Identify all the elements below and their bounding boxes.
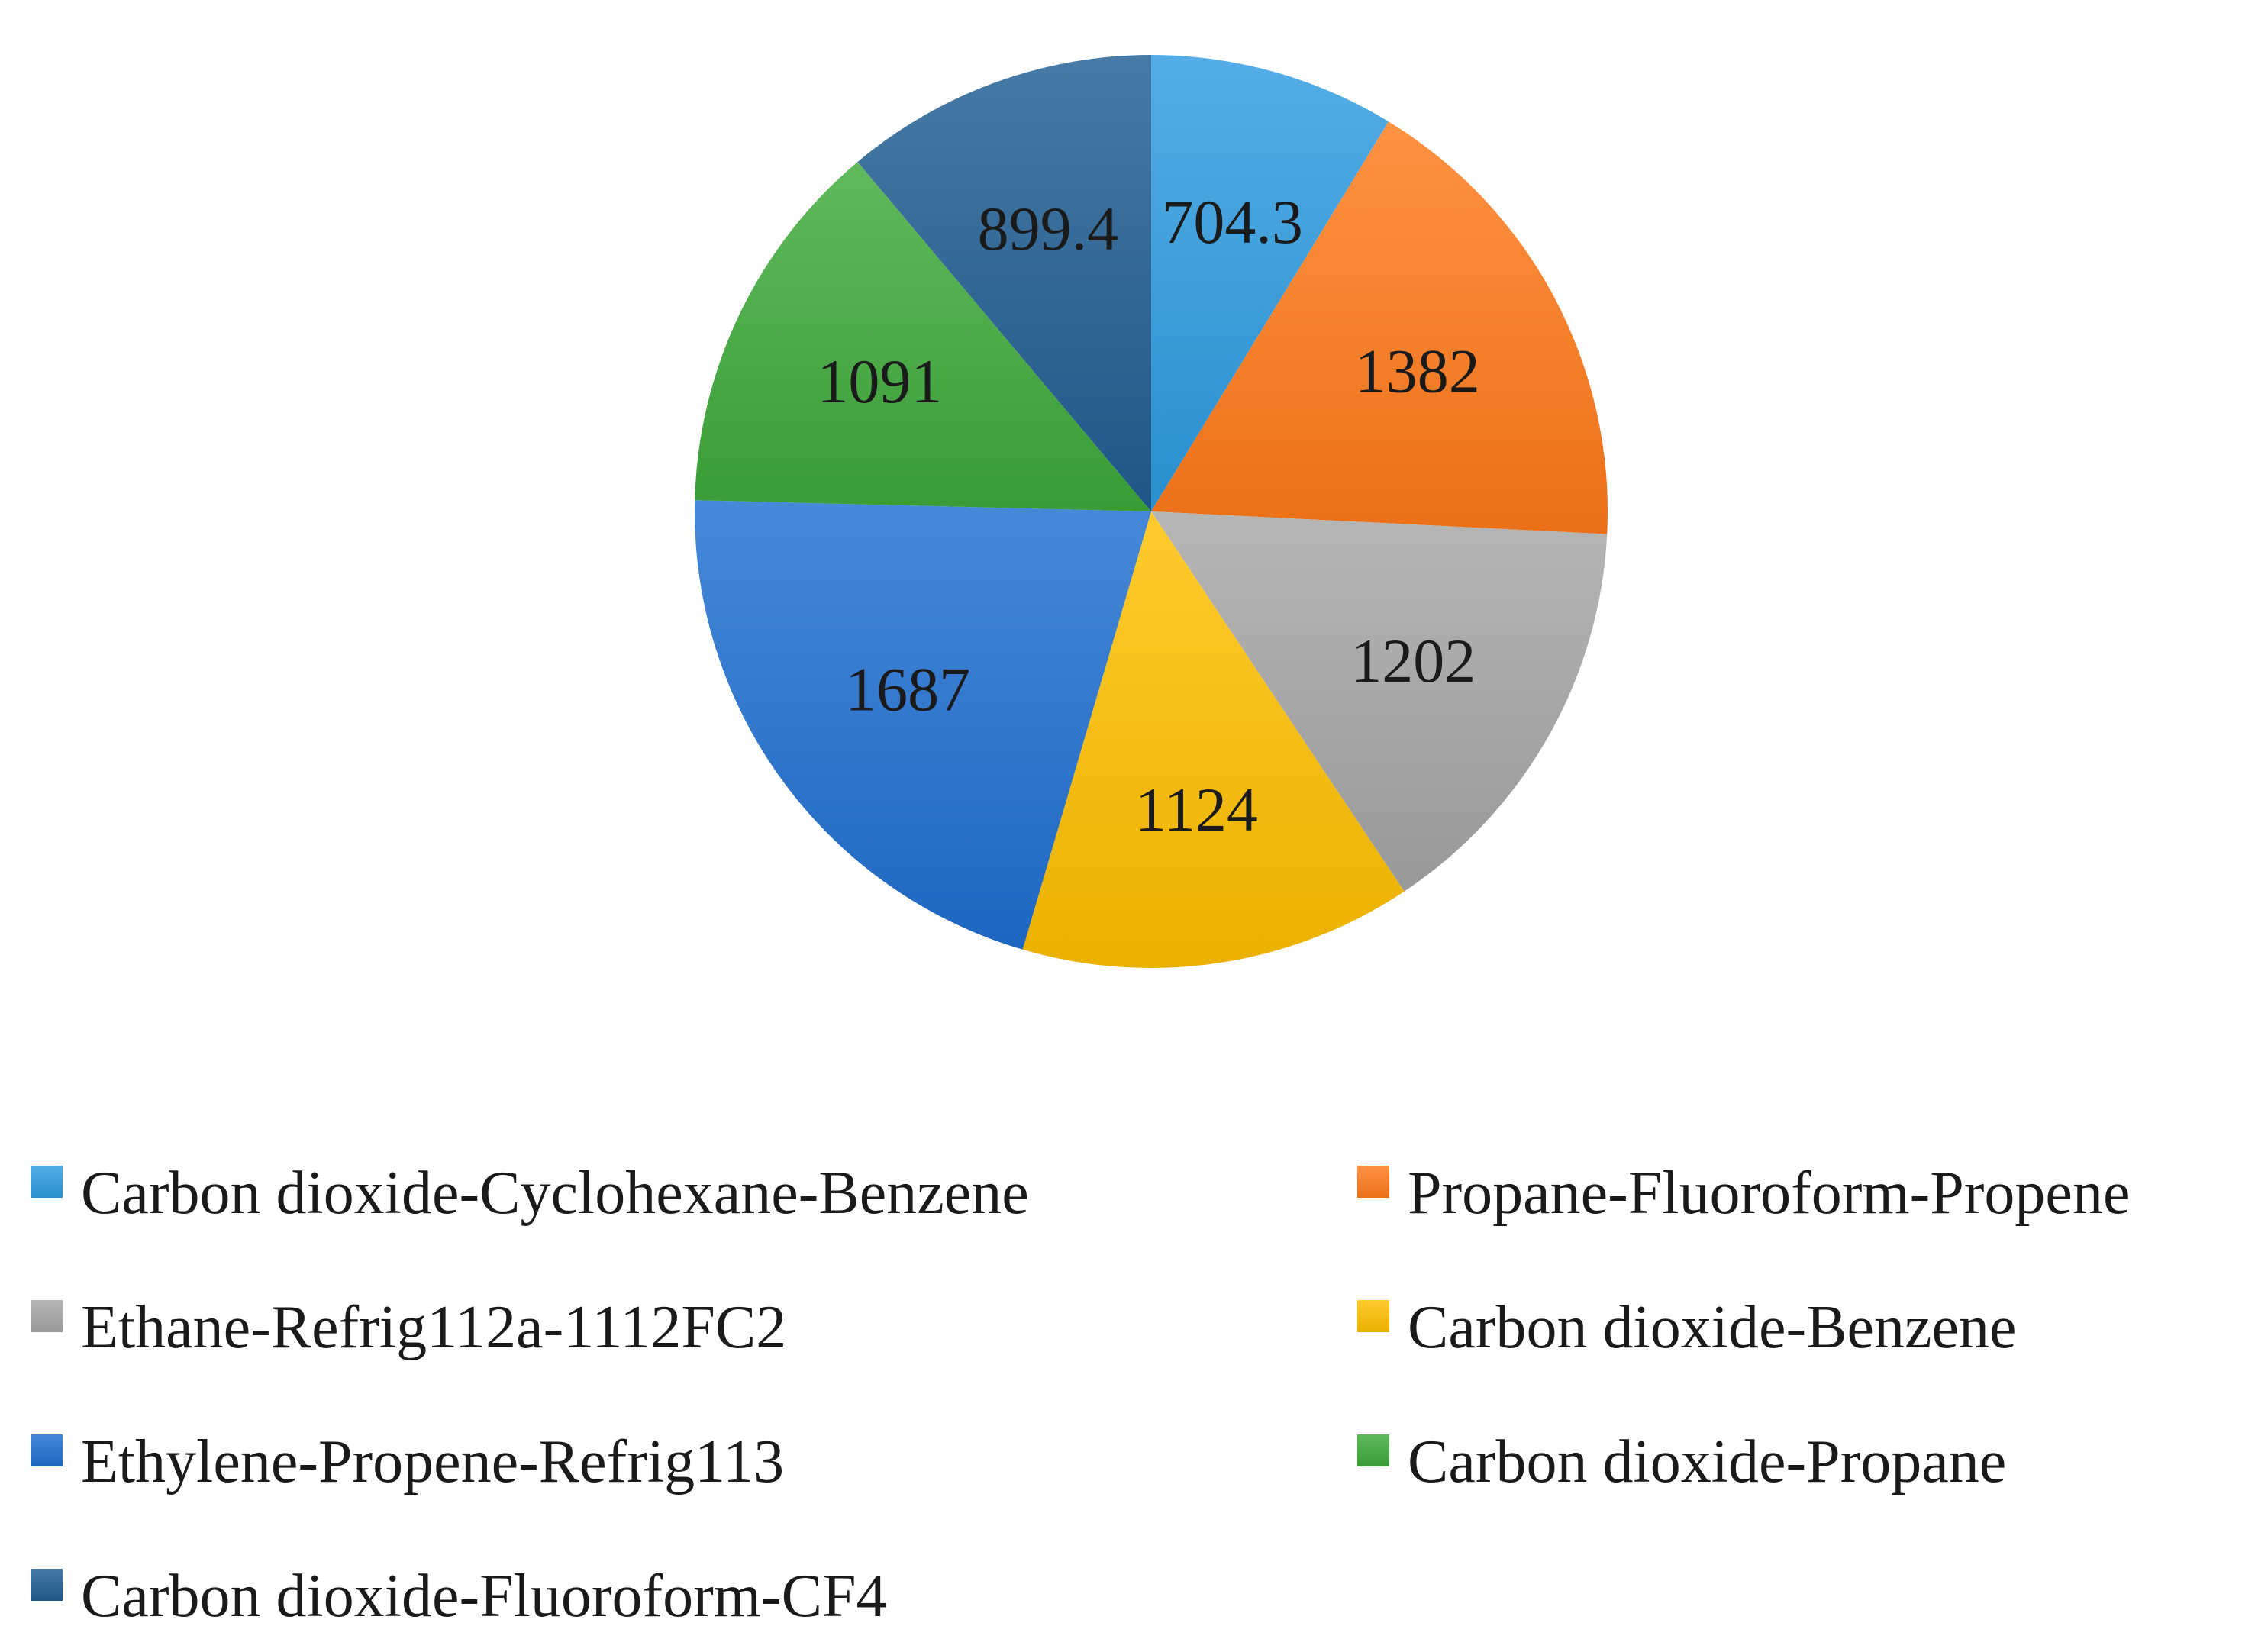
pie-slice-carbon-dioxide-propane: [695, 162, 1151, 511]
legend-item-ethylene-propene-refrig113: Ethylene-Propene-Refrig113: [31, 1428, 784, 1496]
data-label-ethane-refrig112a-1112fc2: 1202: [1350, 626, 1476, 695]
pie-slice-carbon-dioxide-cyclohexane-benzene: [1151, 55, 1389, 511]
legend-label: Carbon dioxide-Propane: [1408, 1428, 2006, 1496]
data-label-ethylene-propene-refrig113: 1687: [845, 655, 970, 724]
data-label-carbon-dioxide-fluoroform-cf4: 899.4: [978, 194, 1119, 263]
legend-swatch: [1357, 1300, 1389, 1332]
data-label-carbon-dioxide-propane: 1091: [817, 347, 942, 416]
pie-slices: [694, 55, 1608, 968]
legend-swatch: [1357, 1166, 1389, 1198]
legend-swatch: [31, 1569, 63, 1601]
pie-slice-carbon-dioxide-benzene: [1022, 511, 1405, 968]
pie-slice-carbon-dioxide-fluoroform-cf4: [857, 55, 1151, 511]
legend-swatch: [31, 1166, 63, 1198]
legend-item-carbon-dioxide-propane: Carbon dioxide-Propane: [1357, 1428, 2006, 1496]
legend-swatch: [31, 1300, 63, 1332]
legend-swatch: [31, 1434, 63, 1466]
legend: Carbon dioxide-Cyclohexane-Benzene Propan…: [31, 1160, 2130, 1630]
legend-label: Carbon dioxide-Benzene: [1408, 1294, 2017, 1361]
legend-label: Ethane-Refrig112a-1112FC2: [81, 1294, 786, 1361]
legend-label: Ethylene-Propene-Refrig113: [81, 1428, 784, 1496]
pie-slice-propane-fluoroform-propene: [1151, 121, 1608, 534]
data-label-carbon-dioxide-benzene: 1124: [1135, 775, 1258, 844]
legend-label: Carbon dioxide-Cyclohexane-Benzene: [81, 1160, 1029, 1227]
legend-item-carbon-dioxide-fluoroform-cf4: Carbon dioxide-Fluoroform-CF4: [31, 1563, 886, 1630]
pie-slice-ethylene-propene-refrig113: [694, 500, 1151, 950]
legend-item-carbon-dioxide-cyclohexane-benzene: Carbon dioxide-Cyclohexane-Benzene: [31, 1160, 1029, 1227]
pie-slice-ethane-refrig112a-1112fc2: [1151, 511, 1608, 892]
legend-swatch: [1357, 1434, 1389, 1466]
legend-label: Propane-Fluoroform-Propene: [1408, 1160, 2130, 1227]
slice-labels: 704.3 1382 1202 1124 1687 1091 899.4: [817, 187, 1479, 844]
data-label-carbon-dioxide-cyclohexane-benzene: 704.3: [1162, 187, 1303, 257]
legend-item-propane-fluoroform-propene: Propane-Fluoroform-Propene: [1357, 1160, 2130, 1227]
data-label-propane-fluoroform-propene: 1382: [1355, 336, 1480, 405]
legend-item-ethane-refrig112a-1112fc2: Ethane-Refrig112a-1112FC2: [31, 1294, 786, 1361]
legend-item-carbon-dioxide-benzene: Carbon dioxide-Benzene: [1357, 1294, 2017, 1361]
legend-label: Carbon dioxide-Fluoroform-CF4: [81, 1563, 886, 1630]
